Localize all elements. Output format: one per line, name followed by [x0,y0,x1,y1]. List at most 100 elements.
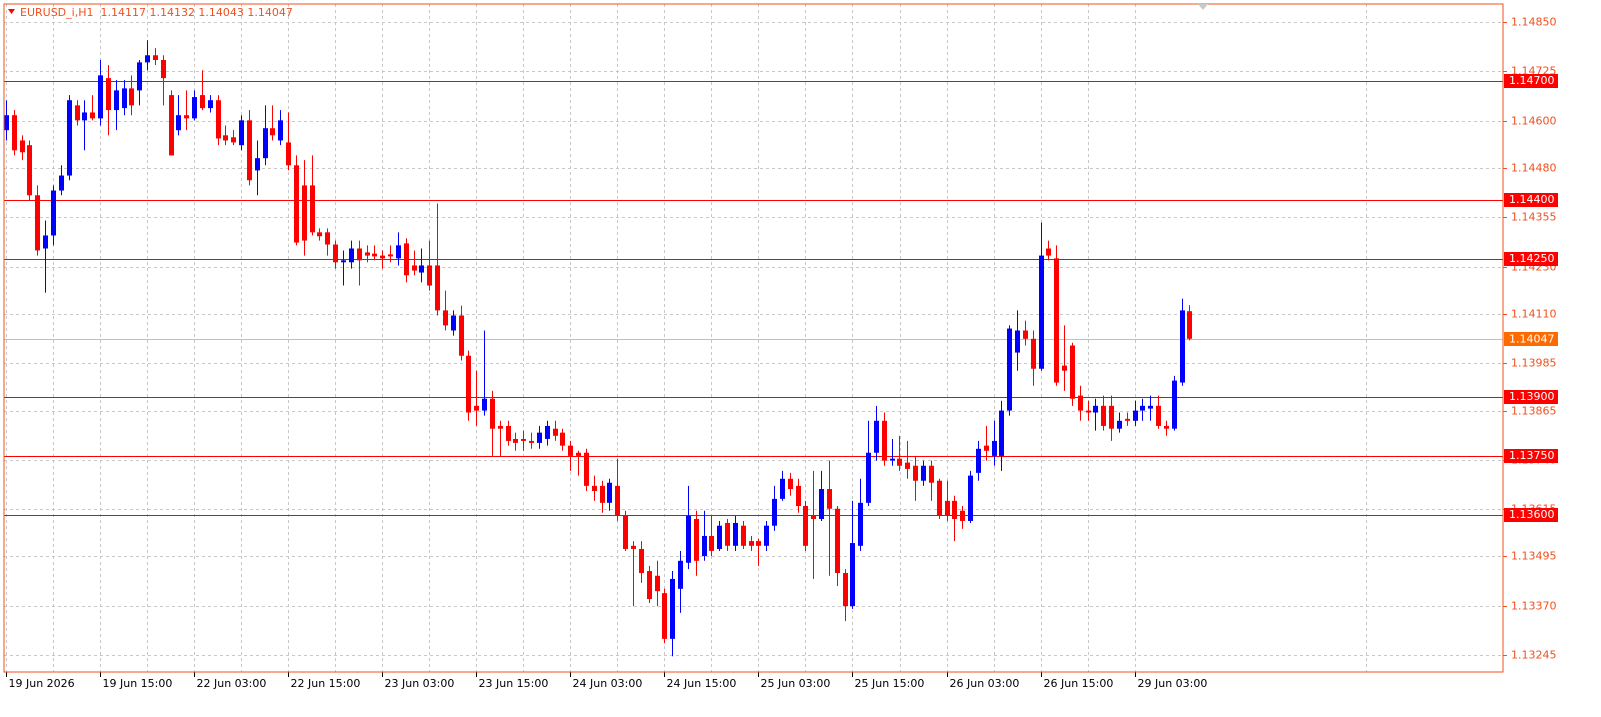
candle-body [357,248,362,261]
candle-body [1109,405,1114,429]
candle-body [192,97,197,119]
candle-body [506,425,511,441]
candle-body [662,593,667,639]
candle-body [1093,405,1098,413]
candle-body [764,525,769,546]
candle-body [702,535,707,557]
candle-body [122,88,127,109]
level-label-box [1504,252,1558,266]
candle-body [1172,380,1177,429]
candle-body [866,452,871,503]
candle-body [98,75,103,119]
candle-body [1023,330,1028,339]
y-tick-label: 1.14850 [1511,16,1557,29]
candle-body [772,498,777,526]
candle-body [176,115,181,131]
candle-body [498,425,503,429]
candle-body [278,120,283,141]
candle-body [427,265,432,286]
candle-body [1039,255,1044,369]
candle-body [388,254,393,257]
candle-body [372,253,377,257]
levels [4,81,1503,516]
candle-body [1164,425,1169,429]
candle-body [1054,258,1059,383]
candle-body [396,245,401,259]
candle-body [231,137,236,143]
candle-body [952,500,957,519]
axes: 1.148501.147251.146001.144801.143551.142… [6,16,1558,690]
candle-body [992,440,997,456]
candle-body [200,95,205,109]
candle-body [945,500,950,516]
candle-body [576,452,581,456]
candle-body [365,252,370,256]
candle-body [412,265,417,271]
candle-body [694,518,699,561]
candle-body [843,573,848,607]
candle-body [459,315,464,356]
candle-body [137,62,142,91]
candle-body [35,195,40,251]
candle-body [12,115,17,151]
y-tick-label: 1.13495 [1511,550,1557,563]
candle-body [999,410,1004,456]
candle-body [733,522,738,546]
candle-body [325,232,330,245]
candle-body [600,485,605,503]
level-label-box [1504,449,1558,463]
candle-body [482,398,487,411]
x-tick-label: 26 Jun 15:00 [1044,677,1114,690]
candle-body [27,145,32,196]
candle-body [223,135,228,141]
x-tick-label: 19 Jun 15:00 [103,677,173,690]
candle-body [976,448,981,473]
candle-body [835,508,840,574]
shift-marker [1198,4,1208,10]
candle-body [529,440,534,443]
level-label-box [1504,508,1558,522]
candle-body [490,398,495,429]
candle-body [756,541,761,546]
candle-body [82,112,87,121]
x-tick-label: 25 Jun 03:00 [761,677,831,690]
current-price-box [1504,332,1558,346]
candle-body [67,100,72,176]
candle-body [607,482,612,503]
level-label-box [1504,74,1558,88]
candle-body [216,100,221,139]
y-tick-label: 1.14600 [1511,115,1557,128]
candle-body [1180,310,1185,383]
candle-body [584,452,589,486]
candle-body [1015,330,1020,353]
candle-body [239,120,244,146]
y-tick-label: 1.13245 [1511,649,1557,662]
candle-body [623,515,628,549]
candle-body [521,438,526,441]
candle-body [560,432,565,446]
x-tick-label: 25 Jun 15:00 [855,677,925,690]
level-label: 1.13900 [1509,390,1555,403]
candle-body [255,158,260,171]
candle-body [114,90,119,111]
candle-body [161,59,166,79]
candle-body [890,458,895,461]
current-price-label: 1.14047 [1509,333,1555,346]
candle-body [1031,338,1036,369]
candle-body [333,244,338,263]
level-label: 1.13750 [1509,449,1555,462]
candle-body [850,543,855,607]
candle-body [1156,405,1161,426]
candle-body [349,248,354,263]
level-label: 1.13600 [1509,508,1555,521]
candle-body [858,502,863,546]
plot-frame [3,3,1504,673]
candle-body [474,405,479,411]
y-tick-label: 1.13985 [1511,357,1557,370]
candle-body [43,235,48,249]
candle-body [310,185,315,233]
candle-body [937,480,942,516]
candle-body [717,525,722,549]
candle-body [788,478,793,490]
